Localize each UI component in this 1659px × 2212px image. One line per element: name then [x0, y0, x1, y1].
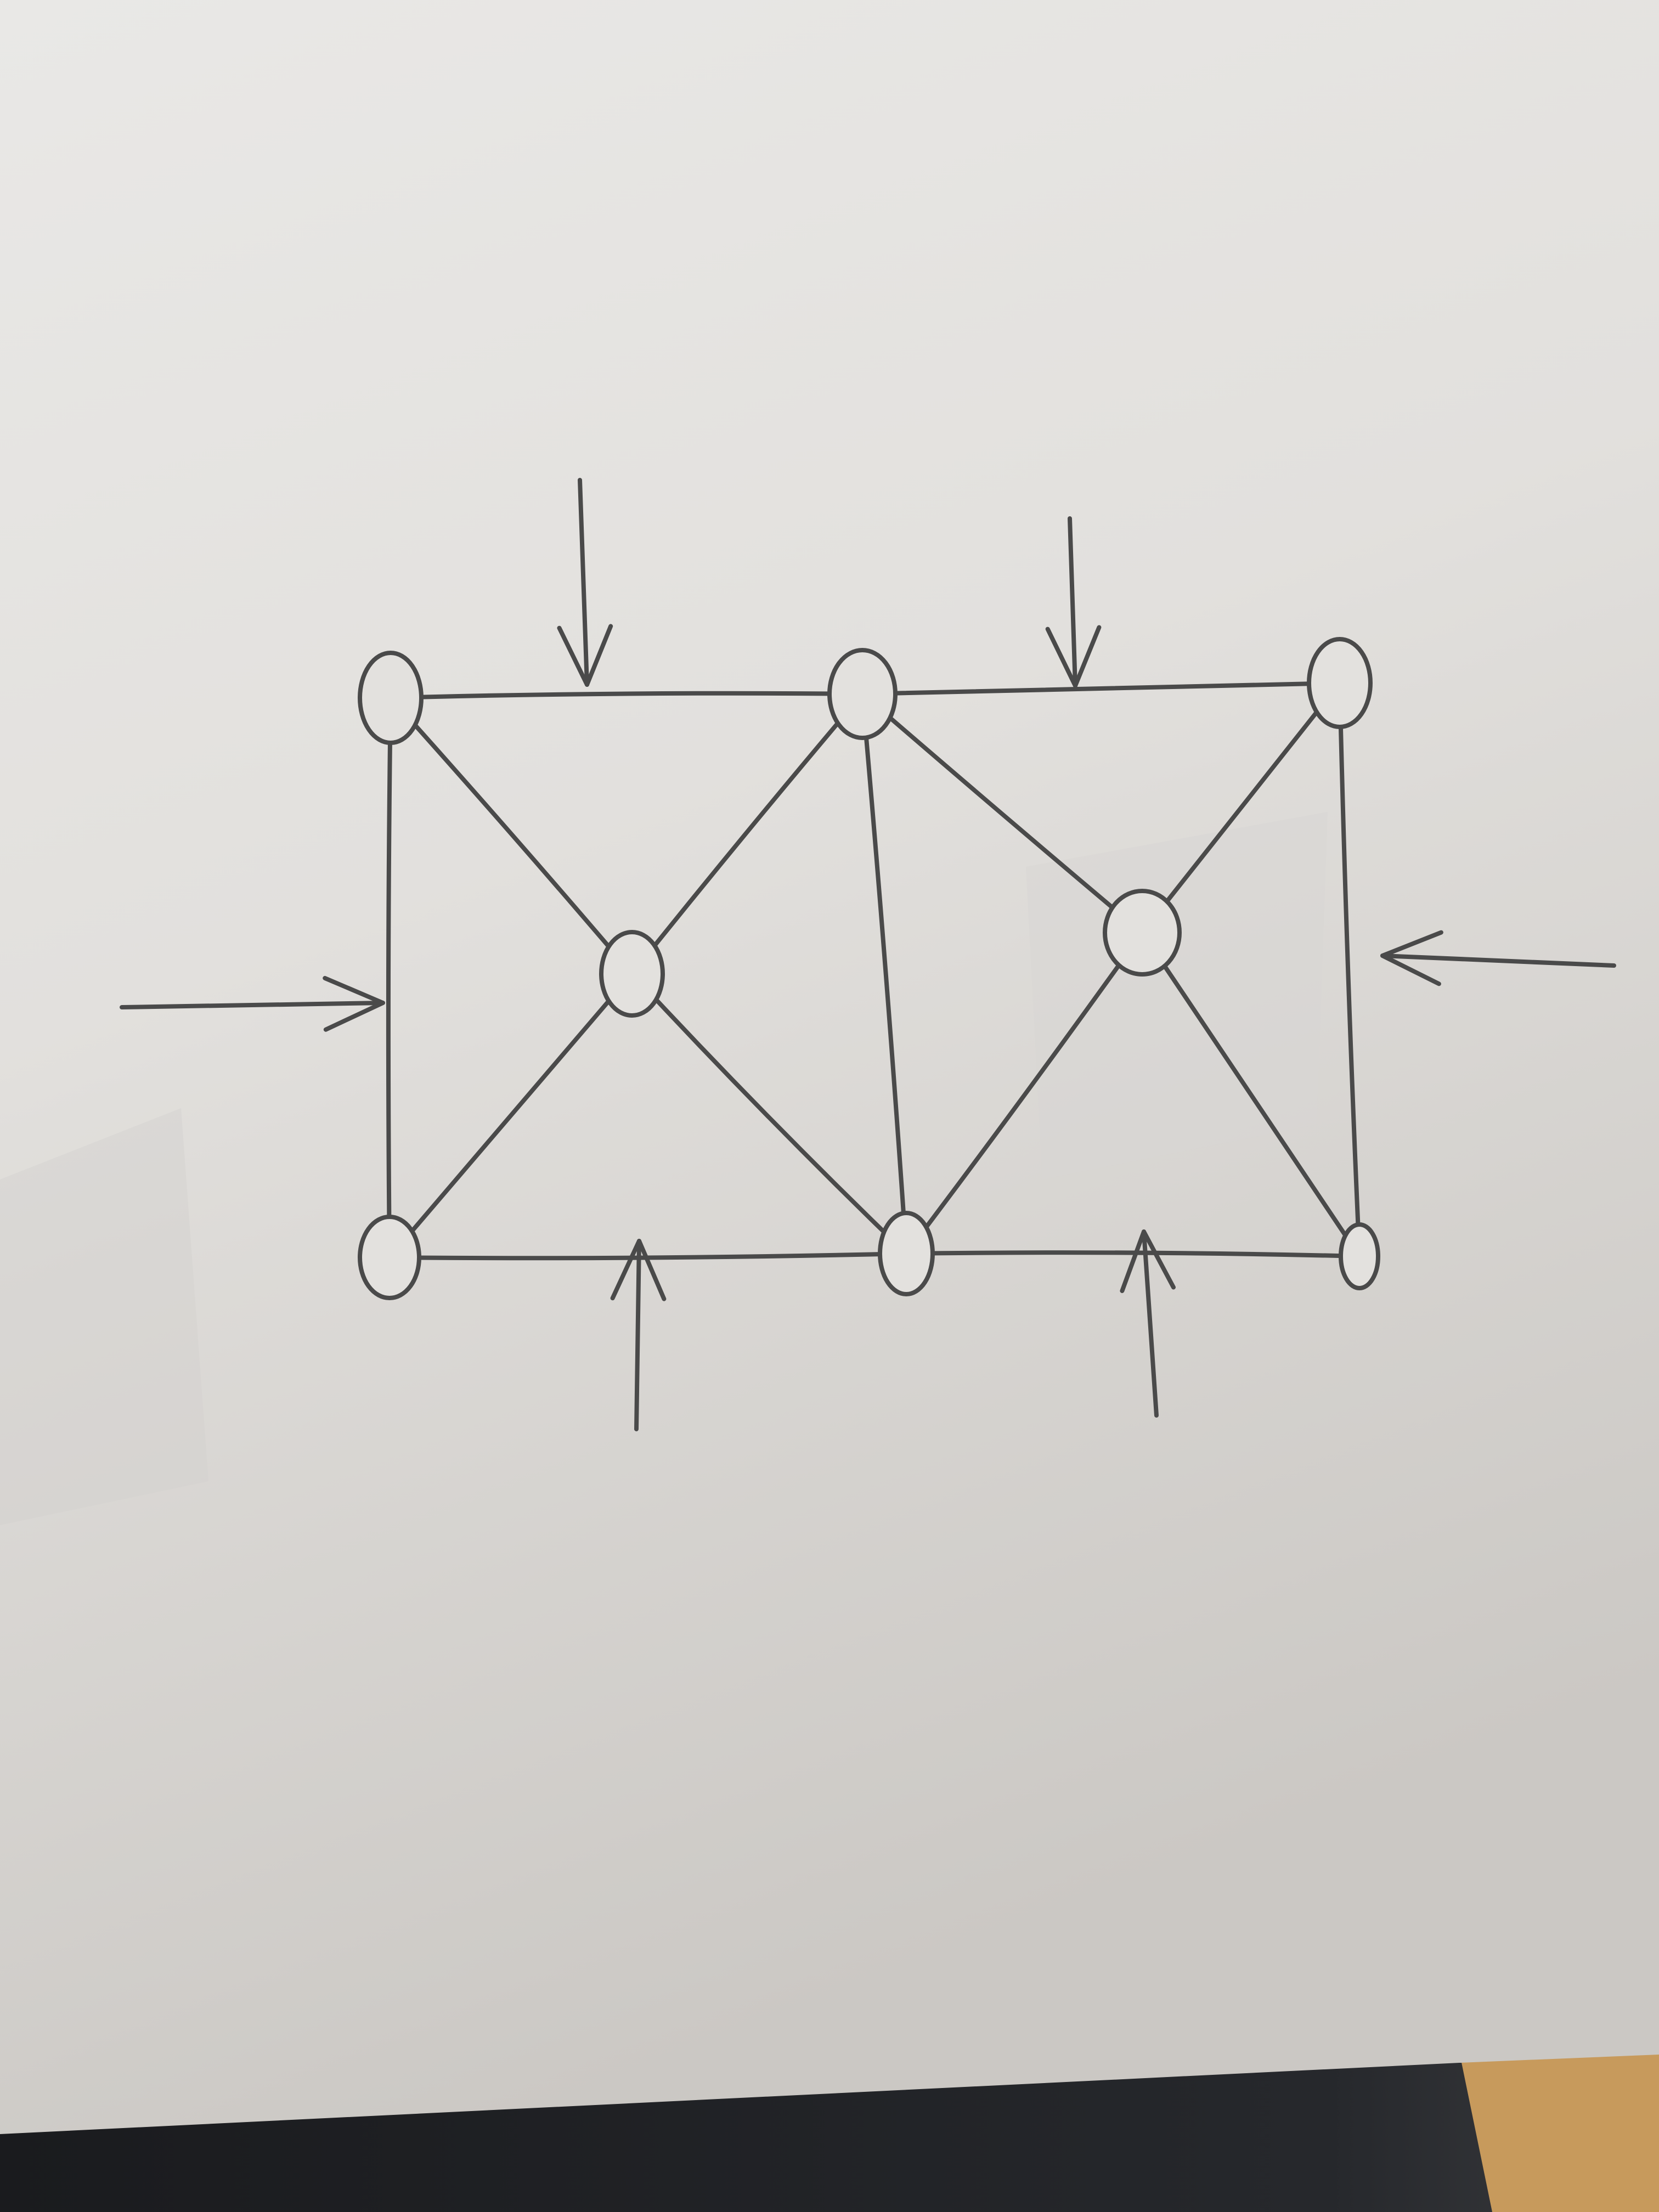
node-top-right	[1307, 637, 1373, 729]
member-top-mid-bottom-mid	[860, 692, 909, 1256]
member-center-left-bottom-mid	[630, 972, 909, 1256]
member-top-left-bottom-left	[386, 696, 393, 1260]
load-top-right-span-arrowhead	[1045, 625, 1102, 688]
load-left-side-arrowhead	[323, 975, 385, 1032]
load-top-right-span-shaft	[1068, 516, 1077, 688]
node-bottom-left	[358, 1215, 421, 1300]
load-left-side-shaft	[120, 1001, 385, 1009]
truss-diagram	[120, 478, 1616, 1431]
load-top-left-span-arrowhead	[557, 624, 613, 687]
member-center-right-top-right	[1140, 681, 1342, 935]
member-top-mid-center-right	[860, 692, 1144, 935]
load-bottom-left-span-shaft	[634, 1239, 641, 1431]
load-top-left-span-shaft	[578, 478, 589, 687]
node-bottom-mid	[878, 1211, 935, 1296]
node-center-right	[1103, 889, 1182, 977]
member-bottom-mid-center-right	[904, 930, 1144, 1256]
node-bottom-right	[1339, 1222, 1380, 1290]
member-top-right-bottom-right	[1338, 681, 1362, 1259]
paper-fold-shadow-left	[0, 1108, 208, 1525]
member-top-left-top-mid	[388, 691, 865, 700]
node-center-left	[599, 930, 665, 1018]
member-bottom-left-center-left	[387, 972, 634, 1260]
paper-sheet	[0, 0, 1659, 2134]
wood-surface	[1459, 2030, 1659, 2212]
node-top-mid	[827, 648, 898, 740]
member-center-right-bottom-right	[1140, 930, 1362, 1259]
load-bottom-right-span-shaft	[1142, 1229, 1159, 1418]
member-top-left-center-left	[388, 696, 634, 976]
load-bottom-left-span-arrowhead	[610, 1239, 667, 1301]
member-center-left-top-mid	[630, 692, 865, 976]
load-right-side-arrowhead	[1380, 930, 1443, 986]
node-top-left	[358, 651, 424, 745]
member-top-mid-top-right	[860, 681, 1342, 696]
paper-fold-shadow	[1026, 812, 1328, 1180]
load-bottom-right-span-arrowhead	[1120, 1229, 1176, 1293]
load-right-side-shaft	[1380, 953, 1616, 968]
